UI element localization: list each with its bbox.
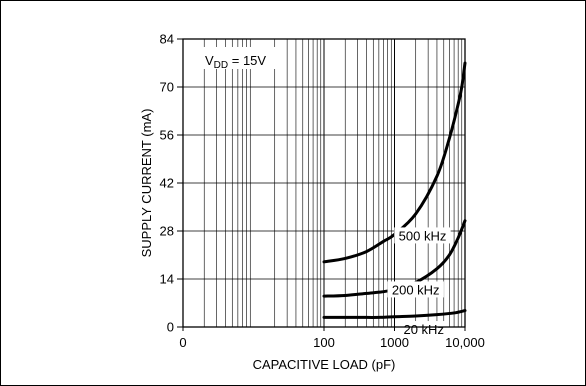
series-line-0 bbox=[322, 61, 467, 264]
annotation-group: VDD = 15V bbox=[197, 47, 285, 71]
grid bbox=[183, 39, 465, 327]
y-tick-label-3: 42 bbox=[160, 176, 174, 191]
annotation-sub: DD bbox=[214, 60, 228, 71]
annotation-vdd: VDD = 15V bbox=[205, 53, 266, 71]
annotation-v: V bbox=[205, 53, 214, 68]
series-label-bg-1 bbox=[387, 281, 444, 298]
annotation-rest: = 15V bbox=[228, 53, 266, 68]
series-label-bg-0 bbox=[394, 227, 451, 244]
annotation-bg bbox=[197, 47, 285, 69]
series-label-bg-2 bbox=[399, 321, 449, 338]
series-label-2: 20 kHz bbox=[403, 322, 443, 337]
series-label-0: 500 kHz bbox=[399, 228, 447, 243]
x-tick-label-3: 10,000 bbox=[445, 335, 485, 350]
series-label-1: 200 kHz bbox=[392, 282, 440, 297]
y-axis-label: SUPPLY CURRENT (mA) bbox=[139, 109, 154, 258]
y-tick-label-0: 0 bbox=[167, 320, 174, 335]
x-tick-label-1: 100 bbox=[313, 335, 335, 350]
y-tick-label-2: 28 bbox=[160, 224, 174, 239]
x-tick-label-2: 1000 bbox=[380, 335, 409, 350]
y-tick-label-5: 70 bbox=[160, 80, 174, 95]
x-axis-label: CAPACITIVE LOAD (pF) bbox=[253, 357, 396, 372]
y-tick-label-4: 56 bbox=[160, 128, 174, 143]
y-tick-label-6: 84 bbox=[160, 32, 174, 47]
series-line-2 bbox=[322, 309, 467, 319]
y-tick-label-1: 14 bbox=[160, 272, 174, 287]
x-tick-label-0: 0 bbox=[179, 335, 186, 350]
ticks: 0 14 28 42 56 70 84 0 100 1000 10,000 bbox=[160, 32, 485, 351]
series-labels: 500 kHz 200 kHz 20 kHz bbox=[387, 227, 451, 338]
